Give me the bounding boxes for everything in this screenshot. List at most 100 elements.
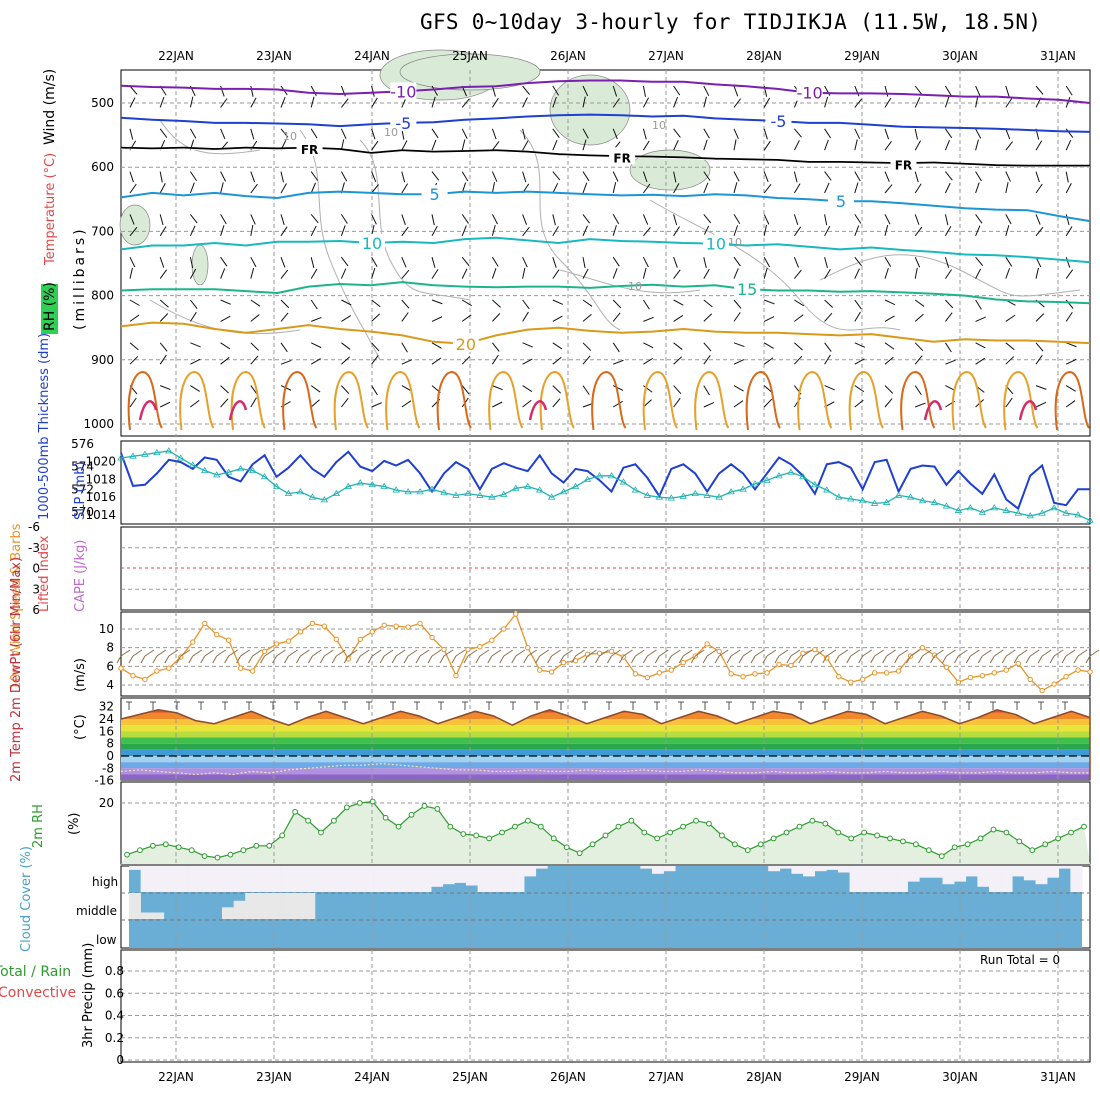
- low-level-contour: [694, 371, 730, 431]
- surface-wind-barb-tail: [343, 655, 349, 664]
- rh-contour-label: 10: [384, 126, 398, 139]
- upper-wind-barb: [854, 214, 862, 224]
- slp-point: [416, 488, 424, 495]
- upper-wind-barb: [371, 85, 375, 97]
- upper-wind-barb: [431, 128, 439, 139]
- slp-point: [942, 502, 951, 509]
- upper-wind-barb: [491, 225, 496, 236]
- cloud-high-bar: [280, 866, 293, 892]
- surface-wind-barb-tail: [642, 655, 648, 664]
- cloud-high-bar: [338, 866, 351, 892]
- cloud-level-low: low: [96, 933, 117, 947]
- upper-wind-barb: [582, 299, 593, 307]
- lifted-index-ytick: 0: [32, 562, 40, 576]
- upper-wind-barb: [763, 357, 774, 365]
- cloud-middle-bar: [221, 907, 234, 919]
- stability-labels: Lifted Index CAPE (J/kg): [37, 535, 88, 612]
- upper-wind-barb: [944, 96, 950, 108]
- upper-wind-barb: [461, 128, 468, 139]
- upper-wind-barb: [1035, 85, 1044, 95]
- upper-wind-barb: [159, 354, 167, 365]
- upper-wind-barb: [884, 85, 889, 97]
- rh2m-point: [809, 817, 816, 824]
- upper-wind-barb: [522, 85, 530, 95]
- upper-wind-barb: [673, 342, 683, 350]
- upper-wind-barb: [703, 128, 710, 139]
- slp-point: [308, 493, 317, 500]
- upper-wind-barb: [280, 128, 289, 138]
- upper-wind-barb: [159, 313, 169, 322]
- rh2m-point: [680, 823, 686, 830]
- upper-wind-barb: [643, 227, 651, 237]
- temp-contour-FR: [120, 146, 1090, 167]
- upper-wind-barb: [340, 268, 347, 279]
- wind-speed-point: [943, 664, 950, 670]
- rh2m-point: [990, 826, 997, 833]
- upper-wind-barb: [733, 342, 745, 348]
- rh-contour: [519, 129, 621, 331]
- upper-wind-barb: [159, 257, 165, 268]
- thickness-labels: 1000-500mb Thickness (dm) SLP (mb): [37, 333, 88, 520]
- surface-wind-barb-tail: [224, 655, 230, 664]
- rh2m-point: [253, 842, 260, 849]
- cloud-high-bar: [837, 866, 850, 873]
- rh2m-point: [912, 841, 919, 848]
- upper-wind-barb: [824, 214, 828, 226]
- slp-point: [500, 490, 508, 497]
- cloud-high-bar: [419, 866, 432, 892]
- upper-wind-barb: [159, 214, 164, 226]
- upper-ytick: 600: [91, 160, 114, 174]
- cloud-high-bar: [965, 866, 978, 877]
- surface-wind-barb-tail: [487, 655, 493, 664]
- surface-wind-barb-tail: [331, 655, 337, 664]
- surface-wind-barb-tail: [630, 655, 636, 664]
- rh2m-point: [1042, 841, 1049, 848]
- slp-point: [1026, 512, 1034, 519]
- upper-wind-barb: [129, 342, 139, 351]
- upper-wind-barb: [129, 128, 134, 140]
- upper-wind-barb: [461, 299, 472, 307]
- run-total-label: Run Total = 0: [980, 953, 1060, 967]
- upper-rh-label: RH (%): [42, 282, 58, 331]
- rh2m-point: [1003, 829, 1010, 836]
- temp-band: [121, 743, 1090, 750]
- thickness-label: 1000-500mb Thickness (dm): [37, 333, 52, 520]
- upper-wind-barb: [763, 316, 775, 322]
- upper-wind-barb: [944, 342, 952, 353]
- rh2m-point: [1029, 847, 1036, 854]
- rh2m-point: [356, 800, 363, 806]
- surface-wind-barb: [503, 649, 514, 657]
- upper-wind-barb: [341, 356, 350, 365]
- slp-point: [918, 496, 927, 504]
- surface-wind-barb: [635, 649, 645, 657]
- slp-point: [236, 464, 245, 472]
- surface-wind-barb-tail: [750, 655, 756, 664]
- upper-wind-barb: [431, 357, 442, 365]
- surface-wind-barb-tail: [846, 655, 852, 664]
- cloud-high-bar: [187, 866, 200, 892]
- upper-wind-barb: [190, 299, 198, 309]
- surface-wind-barb-tail: [1013, 655, 1019, 664]
- upper-wind-barb: [522, 342, 533, 348]
- upper-wind-barb: [401, 140, 408, 151]
- upper-wind-barb: [582, 355, 591, 365]
- upper-wind-barb: [884, 141, 892, 151]
- slp-ytick: 1016: [85, 490, 116, 504]
- rh2m-point: [434, 806, 441, 812]
- wind-speed-point: [608, 648, 615, 655]
- temp-contour-20: [120, 321, 1091, 345]
- surface-wind-barb-tail: [355, 655, 361, 664]
- wind-speed-point: [560, 659, 567, 666]
- slp-point: [655, 493, 664, 500]
- surface-wind-barb: [1041, 649, 1052, 657]
- upper-wind-barb: [763, 224, 767, 236]
- cloud-high-bar: [779, 866, 792, 869]
- cloud-high-bar: [140, 866, 153, 892]
- surface-wind-barb: [898, 649, 908, 657]
- upper-ytick: 900: [91, 353, 114, 367]
- upper-wind-barb: [673, 96, 679, 108]
- surface-wind-barb: [994, 649, 1004, 657]
- surface-wind-barb-tail: [451, 655, 457, 664]
- rh2m-point: [137, 847, 143, 854]
- cloud-high-bar: [291, 866, 304, 892]
